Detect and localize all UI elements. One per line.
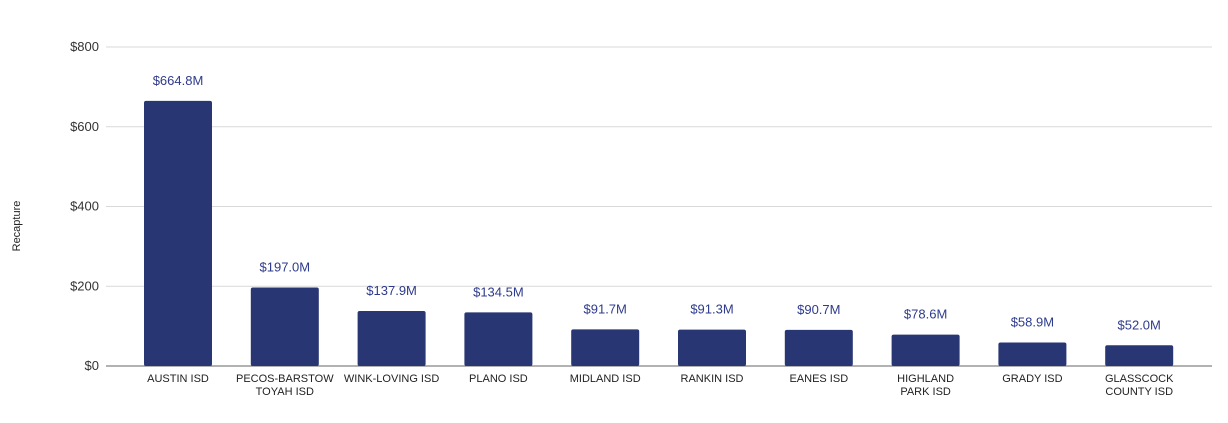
y-tick-label: $200 (70, 278, 99, 293)
x-tick-label: HIGHLAND (897, 373, 954, 385)
bar (678, 329, 746, 366)
y-axis-label: Recapture (11, 201, 23, 252)
bar (784, 329, 853, 366)
data-label: $197.0M (260, 259, 311, 274)
y-tick-label: $600 (70, 119, 99, 134)
y-tick-label: $800 (70, 39, 99, 54)
bar (1105, 345, 1174, 366)
data-label: $91.7M (584, 301, 627, 316)
bar (357, 311, 426, 366)
x-tick-label: RANKIN ISD (681, 373, 744, 385)
x-tick-label: AUSTIN ISD (147, 373, 209, 385)
x-tick-label: GLASSCOCK (1105, 373, 1174, 385)
x-tick-label: WINK-LOVING ISD (344, 373, 439, 385)
bar (891, 334, 960, 366)
y-tick-label: $0 (85, 358, 99, 373)
x-tick-label: PECOS-BARSTOW (236, 373, 334, 385)
bar (144, 100, 212, 366)
bar (250, 287, 319, 366)
data-label: $90.7M (797, 302, 840, 317)
x-tick-label: PARK ISD (900, 386, 951, 398)
bar (464, 312, 533, 366)
x-tick-label: COUNTY ISD (1105, 386, 1173, 398)
x-tick-label: EANES ISD (789, 373, 848, 385)
data-label: $137.9M (366, 283, 417, 298)
x-tick-label: GRADY ISD (1002, 373, 1062, 385)
data-label: $78.6M (904, 307, 947, 322)
x-tick-label: PLANO ISD (469, 373, 528, 385)
y-tick-label: $400 (70, 199, 99, 214)
bar (571, 329, 640, 366)
x-tick-label: MIDLAND ISD (570, 373, 641, 385)
data-label: $134.5M (473, 284, 524, 299)
data-label: $58.9M (1011, 315, 1054, 330)
data-label: $664.8M (153, 73, 204, 88)
data-label: $52.0M (1118, 317, 1161, 332)
x-tick-label: TOYAH ISD (256, 386, 314, 398)
bar (998, 342, 1067, 366)
data-label: $91.3M (690, 302, 733, 317)
